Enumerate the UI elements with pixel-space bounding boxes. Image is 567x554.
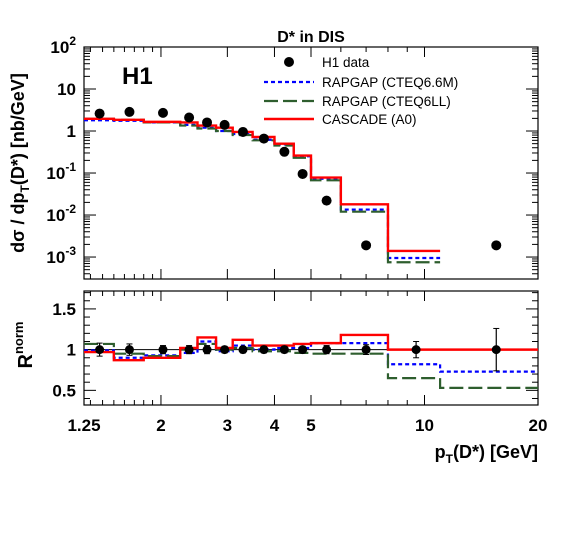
top-y-label: dσ / dpT(D*) [nb/GeV] — [8, 73, 32, 253]
bottom-data-point — [95, 345, 105, 355]
legend-label: H1 data — [322, 55, 370, 70]
legend-label: CASCADE (A0) — [322, 112, 417, 127]
top-y-label-rest: (D*) [nb/GeV] — [8, 73, 28, 185]
bottom-y-label-sup: norm — [11, 322, 26, 355]
top-data-point — [491, 240, 502, 251]
x-axis: 1.25 2 3 4 5 10 20 — [67, 47, 547, 435]
bottom-data-point — [238, 345, 248, 355]
top-y-label-main: dσ / dp — [8, 193, 28, 253]
chart-title: D* in DIS — [277, 29, 345, 46]
top-y-tick-label: 10-3 — [46, 244, 76, 267]
bottom-data-point — [202, 345, 212, 355]
top-data-point — [361, 240, 372, 251]
x-tick-label: 20 — [529, 416, 548, 435]
x-axis-label: pT(D*) [GeV] — [435, 442, 538, 466]
top-data-point — [157, 107, 168, 118]
bottom-data-point — [158, 345, 168, 355]
tick-base: 10 — [57, 80, 76, 99]
tick-exp: -3 — [65, 244, 76, 258]
tick-base: 10 — [46, 248, 65, 267]
x-tick-label: 3 — [223, 416, 232, 435]
top-data-point — [321, 195, 332, 206]
tick-exp: -2 — [65, 202, 76, 216]
x-tick-label: 4 — [270, 416, 280, 435]
top-data-point — [184, 112, 195, 123]
x-label-sub: T — [446, 452, 454, 466]
bottom-series-line — [84, 333, 538, 362]
x-tick-label: 5 — [306, 416, 315, 435]
legend-marker — [284, 57, 294, 67]
top-y-label-sub: T — [18, 185, 32, 193]
top-y-tick-label: 1 — [67, 122, 76, 141]
legend: H1 data RAPGAP (CTEQ6.6M) RAPGAP (CTEQ6LL)… — [264, 55, 458, 127]
bottom-data-point — [124, 345, 134, 355]
bottom-series-group — [84, 327, 538, 389]
bottom-data-point — [361, 345, 371, 355]
bottom-data-point — [184, 345, 194, 355]
top-y-tick-label: 102 — [50, 34, 76, 57]
tick-exp: -1 — [65, 160, 76, 174]
bottom-y-tick-label: 1.5 — [52, 300, 76, 319]
experiment-label: H1 — [122, 63, 153, 90]
bottom-data-point — [259, 345, 269, 355]
bottom-data-point — [220, 345, 230, 355]
x-tick-label: 1.25 — [67, 416, 100, 435]
top-data-point — [297, 168, 308, 179]
top-data-point — [258, 133, 269, 144]
x-tick-label: 10 — [415, 416, 434, 435]
tick-base: 1 — [67, 122, 76, 141]
top-series-group — [84, 106, 502, 264]
bottom-data-point — [298, 345, 308, 355]
bottom-y-label-main: R — [15, 353, 37, 368]
tick-base: 10 — [46, 164, 65, 183]
legend-label: RAPGAP (CTEQ6LL) — [322, 94, 451, 109]
top-series-line — [84, 119, 441, 260]
bottom-data-point — [411, 345, 421, 355]
legend-label: RAPGAP (CTEQ6.6M) — [322, 75, 458, 90]
bottom-y-tick-label: 0.5 — [52, 381, 76, 400]
tick-base: 10 — [46, 206, 65, 225]
top-y-tick-label: 10 — [57, 80, 76, 99]
tick-base: 10 — [50, 38, 69, 57]
top-data-point — [279, 146, 290, 157]
bottom-y-axis: 0.5 1 1.5 — [52, 292, 538, 400]
top-y-tick-label: 10-2 — [46, 202, 76, 225]
x-label-main: p — [435, 442, 446, 462]
top-data-point — [237, 126, 248, 137]
tick-exp: 2 — [69, 34, 76, 48]
x-tick-label: 2 — [156, 416, 165, 435]
bottom-y-tick-label: 1 — [67, 341, 76, 360]
bottom-data-point — [322, 345, 332, 355]
bottom-y-label: Rnorm — [11, 322, 37, 369]
top-y-tick-label: 10-1 — [46, 160, 76, 183]
bottom-data-point — [279, 345, 289, 355]
top-data-point — [219, 119, 230, 130]
top-data-point — [124, 106, 135, 117]
x-label-rest: (D*) [GeV] — [453, 442, 538, 462]
top-data-point — [202, 117, 213, 128]
top-data-point — [94, 108, 105, 119]
bottom-data-point — [491, 345, 501, 355]
